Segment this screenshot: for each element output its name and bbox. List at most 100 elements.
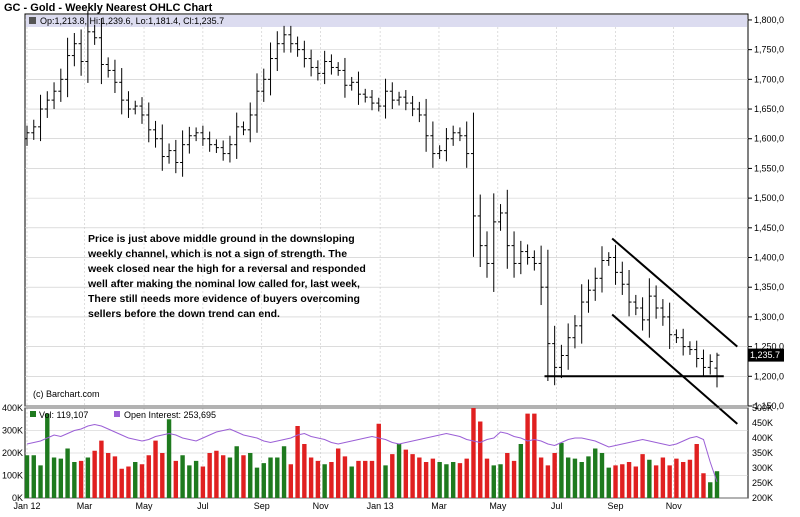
oi-legend-swatch — [114, 411, 120, 417]
volume-bar — [572, 458, 578, 498]
volume-bar — [308, 457, 314, 498]
x-tick-label: Sep — [254, 501, 270, 511]
channel-line — [611, 237, 738, 348]
price-tick-label: 1,700,0 — [754, 74, 784, 84]
volume-bar — [315, 460, 321, 498]
price-axis: 1,800,0 1,750,0 1,700,0 1,650,0 1,600,0 1,550… — [748, 15, 784, 411]
volume-bar — [613, 465, 618, 498]
volume-bar — [545, 465, 551, 498]
last-price-label: 1,235.7 — [750, 350, 780, 360]
volume-bar — [478, 421, 483, 498]
volume-bar — [599, 453, 605, 498]
volume-bar — [139, 464, 145, 498]
volume-bar — [680, 462, 686, 498]
volume-bar — [268, 457, 273, 498]
volume-bar — [160, 453, 165, 498]
volume-bar — [518, 444, 524, 498]
volume-bars — [24, 408, 720, 498]
volume-bar — [640, 454, 645, 498]
volume-bar — [437, 462, 442, 498]
price-tick-label: 1,650,0 — [754, 104, 784, 114]
volume-bar — [620, 464, 625, 498]
volume-bar — [633, 466, 639, 498]
volume-bar — [525, 413, 530, 498]
x-tick-label: Jan 12 — [13, 501, 40, 511]
volume-bar — [356, 460, 361, 498]
volume-bar — [173, 460, 179, 498]
volume-bar — [674, 458, 679, 498]
volume-bar — [214, 450, 219, 498]
volume-bar — [714, 471, 720, 498]
volume-bar — [505, 453, 510, 498]
annotation-line: well after making the nominal low called… — [87, 278, 360, 290]
volume-bar — [660, 457, 666, 498]
volume-bar — [694, 444, 699, 498]
volume-bar — [119, 468, 124, 498]
chart-title: GC - Gold - Weekly Nearest OHLC Chart — [4, 2, 213, 14]
volume-bar — [484, 458, 490, 498]
oi-tick-label: 400K — [752, 433, 773, 443]
volume-bar — [38, 465, 43, 498]
volume-bar — [200, 466, 206, 498]
volume-bar — [667, 465, 672, 498]
volume-bar — [105, 453, 111, 498]
volume-bar — [450, 462, 456, 498]
annotation-line: There still needs more evidence of buyer… — [88, 293, 360, 305]
volume-bar — [559, 442, 564, 498]
oi-tick-label: 250K — [752, 478, 773, 488]
volume-bar — [329, 462, 334, 498]
volume-bar — [396, 444, 402, 498]
price-tick-label: 1,800,0 — [754, 15, 784, 25]
channel-line — [611, 313, 738, 425]
volume-bar — [538, 457, 544, 498]
last-price-badge — [748, 348, 784, 362]
price-tick-label: 1,600,0 — [754, 134, 784, 144]
volume-legend-swatch — [30, 411, 36, 417]
volume-bar — [687, 459, 693, 498]
price-tick-label: 1,350,0 — [754, 282, 784, 292]
price-tick-label: 1,450,0 — [754, 223, 784, 233]
volume-bar — [390, 454, 395, 498]
oi-tick-label: 500K — [752, 403, 773, 413]
x-tick-label: May — [489, 501, 507, 511]
volume-bar — [464, 458, 469, 498]
oi-tick-label: 350K — [752, 448, 773, 458]
volume-bar — [417, 457, 422, 498]
volume-bar — [187, 465, 192, 498]
volume-axis: 400K 300K 200K 100K 0K 500K 450K 400K 350K 300K 25… — [2, 403, 773, 503]
legend-swatch — [29, 17, 36, 24]
volume-bar — [708, 482, 713, 498]
watermark: (c) Barchart.com — [33, 389, 100, 399]
volume-bar — [565, 457, 571, 498]
volume-bar — [586, 456, 591, 498]
volume-tick-label: 400K — [2, 403, 23, 413]
volume-bar — [302, 444, 307, 498]
x-tick-label: Jul — [551, 501, 563, 511]
volume-bar — [78, 460, 84, 498]
volume-bar — [701, 473, 706, 498]
volume-bar — [281, 446, 287, 498]
x-tick-label: Sep — [608, 501, 624, 511]
volume-bar — [593, 448, 598, 498]
volume-bar — [126, 466, 131, 498]
volume-bar — [234, 446, 239, 498]
volume-tick-label: 200K — [2, 448, 23, 458]
volume-bar — [207, 453, 212, 498]
price-bars — [24, 10, 720, 388]
annotation-line: week closed near the high for a reversal… — [87, 263, 366, 275]
volume-bar — [295, 426, 300, 498]
volume-bar — [92, 450, 97, 498]
volume-tick-label: 100K — [2, 471, 23, 481]
volume-bar — [153, 440, 158, 498]
volume-bar — [288, 464, 294, 498]
volume-bar — [349, 466, 354, 498]
x-tick-label: Nov — [666, 501, 683, 511]
volume-bar — [423, 462, 429, 498]
volume-legend: Vol: 119,107 — [39, 410, 88, 420]
price-tick-label: 1,250,0 — [754, 342, 784, 352]
volume-bar — [227, 457, 233, 498]
volume-bar — [647, 459, 652, 498]
x-axis: Jan 12 Mar May Jul Sep Nov Jan 13 Mar May Jul Sep N… — [13, 501, 682, 511]
